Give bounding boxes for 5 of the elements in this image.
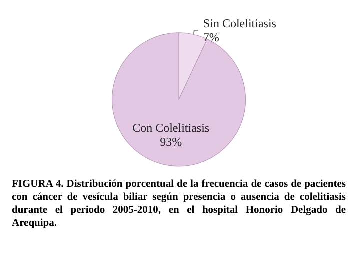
text: FIGURA 4. Distribución porcentual de la frecuencia de casos de pacientes con cáncer de vesícula biliar según presencia o ausencia de colelitiasis durante el periodo 2005-2010, en el hospital Honorio Delgado de Arequipa. [12, 178, 346, 230]
data-label: 93% [160, 135, 182, 150]
data-label: 7% [203, 30, 220, 45]
slice-label: Sin Colelitiasis [203, 16, 277, 31]
slice-label: Con Colelitiasis [132, 121, 210, 136]
